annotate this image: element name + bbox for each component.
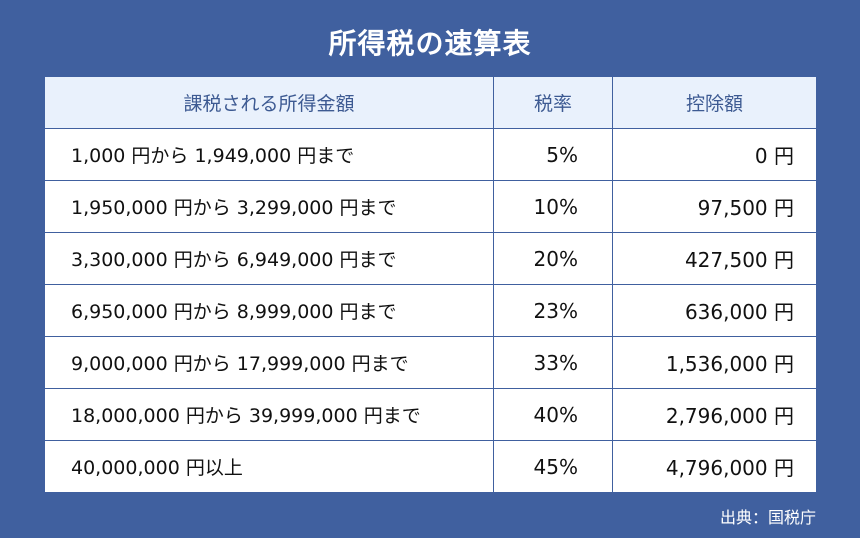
tax-rate-cell: 45% [493,440,613,493]
deduction-cell: 1,536,000 円 [612,336,817,389]
income-range-cell: 3,300,000 円から 6,949,000 円まで [44,232,494,285]
tax-rate-table: 課税される所得金額 税率 控除額 1,000 円から 1,949,000 円まで… [44,76,817,493]
table-row: 1,950,000 円から 3,299,000 円まで 10% 97,500 円 [44,180,817,233]
header-tax-rate: 税率 [493,76,613,129]
deduction-cell: 97,500 円 [612,180,817,233]
tax-rate-cell: 10% [493,180,613,233]
table-row: 1,000 円から 1,949,000 円まで 5% 0 円 [44,128,817,181]
table-row: 3,300,000 円から 6,949,000 円まで 20% 427,500 … [44,232,817,285]
income-range-cell: 9,000,000 円から 17,999,000 円まで [44,336,494,389]
header-taxable-income: 課税される所得金額 [44,76,494,129]
deduction-cell: 0 円 [612,128,817,181]
tax-rate-cell: 23% [493,284,613,337]
income-range-cell: 18,000,000 円から 39,999,000 円まで [44,388,494,441]
income-range-cell: 6,950,000 円から 8,999,000 円まで [44,284,494,337]
income-range-cell: 1,000 円から 1,949,000 円まで [44,128,494,181]
deduction-cell: 636,000 円 [612,284,817,337]
deduction-cell: 427,500 円 [612,232,817,285]
table-row: 6,950,000 円から 8,999,000 円まで 23% 636,000 … [44,284,817,337]
tax-rate-cell: 5% [493,128,613,181]
page-title: 所得税の速算表 [328,27,532,60]
tax-rate-cell: 33% [493,336,613,389]
income-range-cell: 1,950,000 円から 3,299,000 円まで [44,180,494,233]
tax-rate-cell: 40% [493,388,613,441]
tax-rate-cell: 20% [493,232,613,285]
deduction-cell: 2,796,000 円 [612,388,817,441]
table-header-row: 課税される所得金額 税率 控除額 [44,76,817,129]
income-range-cell: 40,000,000 円以上 [44,440,494,493]
table-row: 18,000,000 円から 39,999,000 円まで 40% 2,796,… [44,388,817,441]
deduction-cell: 4,796,000 円 [612,440,817,493]
source-note: 出典：国税庁 [719,508,816,527]
header-deduction: 控除額 [612,76,817,129]
table-row: 40,000,000 円以上 45% 4,796,000 円 [44,440,817,493]
table-row: 9,000,000 円から 17,999,000 円まで 33% 1,536,0… [44,336,817,389]
